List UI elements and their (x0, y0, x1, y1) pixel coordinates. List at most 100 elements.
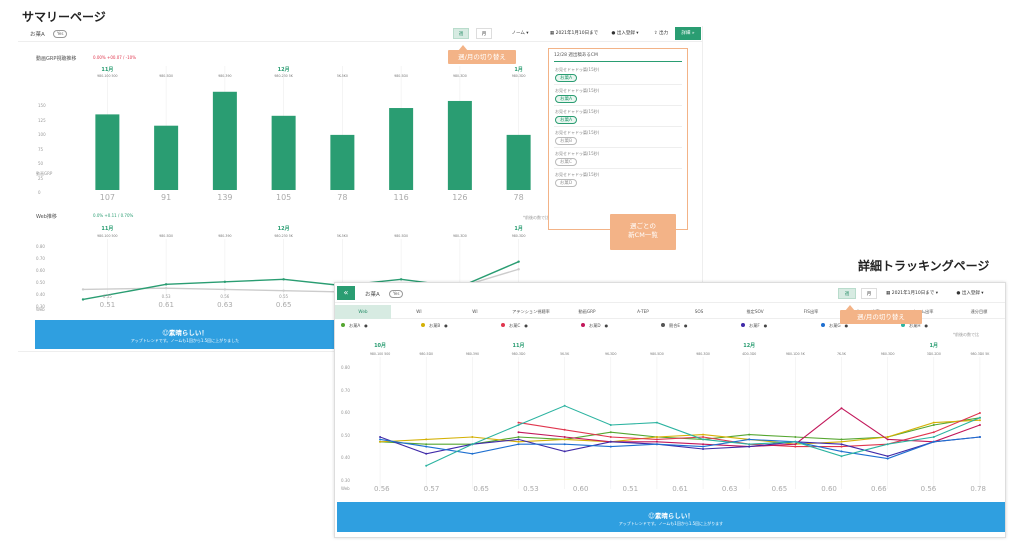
detail-column-header: 980-1D0 5K (786, 352, 806, 356)
column-header: 980-3D0 (512, 74, 526, 78)
legend-item[interactable]: お菓H ● (901, 323, 928, 329)
client-name: お菓A (30, 32, 45, 38)
bar (330, 134, 355, 190)
detail-series-point (978, 436, 981, 438)
detail-column-header: 3D0-2D0 (927, 352, 941, 356)
legend-item[interactable]: お菓C ● (501, 323, 528, 329)
metric-tab[interactable]: 推定SOV (746, 309, 764, 314)
column-header: 980-3D0 (453, 234, 467, 238)
week-toggle[interactable]: 週 (453, 28, 469, 39)
detail-date-select[interactable]: ▦ 2021年1月10日まで ▾ (883, 288, 941, 299)
detail-series-point (517, 440, 520, 443)
bar-value-label: 116 (393, 193, 409, 202)
series-point (164, 283, 168, 286)
bar (506, 134, 531, 190)
series-point (282, 278, 285, 281)
info-icon: ● (364, 323, 368, 328)
metric-tab[interactable]: WI (416, 309, 422, 314)
detail-person-select[interactable]: ● 出入登録 ▾ (945, 288, 995, 299)
metric-tab[interactable]: Web (335, 305, 391, 319)
detail-series-point (517, 431, 520, 434)
detail-series-point (748, 445, 751, 448)
people-icon: ● (611, 31, 616, 36)
chart2-note: *前後の数で比 (523, 215, 549, 220)
metric-tab[interactable]: 達分目標 (970, 309, 988, 314)
series-point (282, 289, 285, 292)
detail-button[interactable]: 詳細 » (675, 27, 701, 40)
month-label: 1月 (514, 225, 522, 232)
detail-series-point (563, 443, 566, 446)
callout-cm-line2: 新CM一覧 (628, 231, 658, 239)
detail-month-toggle[interactable]: 月 (861, 288, 877, 299)
chart1-title: 動画GRP視聴推移 (36, 56, 77, 62)
metric-tab[interactable]: A-TEP (637, 309, 649, 314)
collapse-button[interactable]: « (337, 286, 355, 300)
cm-brand-pill[interactable]: お菓A (555, 95, 577, 103)
detail-series-point (794, 443, 797, 446)
legend-item[interactable]: お菓F ● (741, 323, 767, 329)
detail-column-header: 980-100 500 (370, 352, 390, 356)
column-header: 980-3D0 (453, 74, 467, 78)
cm-brand-pill[interactable]: お菓D (555, 179, 577, 187)
detail-person-label: 出入登録 (961, 291, 980, 296)
legend-swatch (421, 323, 425, 327)
bar (95, 114, 120, 190)
cm-divider (554, 168, 682, 169)
legend-label: 競合E (669, 323, 681, 328)
detail-ytick: 0.40 (341, 455, 350, 460)
month-label: 1月 (514, 66, 522, 73)
detail-series-point (840, 455, 843, 458)
detail-column-header: 980-3D0 (512, 352, 526, 356)
detail-column-header: 980-3D0 (696, 352, 710, 356)
detail-series-point (932, 440, 935, 443)
detail-series-point (425, 464, 428, 467)
cm-brand-pill[interactable]: お菓A (555, 116, 577, 124)
bar-value-label: 91 (161, 193, 172, 202)
detail-week-toggle[interactable]: 週 (838, 288, 856, 299)
detail-line-chart: 10月 11月 12月 1月 980-100 500 980-5D0 980-390 980-… (370, 342, 990, 489)
export-button[interactable]: ⇪ 出力 (650, 28, 672, 39)
metric-tab[interactable]: FIS出率 (803, 309, 819, 314)
detail-series-point (702, 448, 705, 450)
detail-series-point (425, 445, 428, 448)
chart1-ytick: 75 (38, 146, 44, 152)
info-icon: ● (763, 323, 768, 328)
detail-series-point (978, 419, 981, 422)
chart2-ylabel: Web (36, 307, 45, 312)
bar-value-label: 78 (513, 193, 524, 202)
web-sub-value: 0.56 (220, 294, 230, 299)
metric-tab[interactable]: SOS (694, 309, 704, 314)
metric-tab[interactable]: WI (472, 309, 478, 314)
legend-item[interactable]: 競合E ● (661, 323, 688, 329)
month-toggle[interactable]: 月 (476, 28, 492, 39)
chart2-delta: 0.0% +0.11 / 0.70% (93, 213, 134, 218)
cm-brand-pill[interactable]: お菓B (555, 137, 577, 145)
legend-item[interactable]: お菓A ● (341, 323, 368, 329)
cm-brand-pill[interactable]: お菓A (555, 74, 577, 82)
legend-item[interactable]: お菓G ● (821, 323, 848, 329)
cm-brand-pill[interactable]: お菓C (555, 158, 577, 166)
column-header: 980-390 (218, 234, 231, 238)
metric-tab[interactable]: 動画GRP (578, 309, 596, 314)
detail-series-point (840, 407, 843, 410)
metric-select[interactable]: ノーム ▾ (498, 28, 542, 39)
detail-column-header: 980-5D0 (419, 352, 433, 356)
detail-banner-title: ☺素晴らしい！ (648, 512, 694, 520)
detail-series-point (425, 438, 428, 441)
bar-chart: 11月 12月 1月 980-100 500 980-5D0 980-390 980-230… (95, 66, 531, 190)
date-select[interactable]: ▦ 2021年1月10日まで (548, 28, 600, 39)
detail-series-point (471, 443, 474, 446)
metric-tab[interactable]: アテンション視聴率 (512, 309, 550, 314)
new-cm-panel: 12/28 週出稿あるCM お見せドャドゥ篇(15秒) お菓A お見せドャドゥ篇(1… (548, 48, 688, 230)
legend-swatch (821, 323, 825, 327)
metric-tab[interactable]: タイム出率 (912, 309, 934, 314)
export-label: 出力 (659, 31, 669, 36)
chart1-yaxis: 150 125 100 75 50 25 0 0.80 0.70 0.60 0.50 0.40 0.30 (32, 26, 48, 351)
legend-item[interactable]: お菓D ● (581, 323, 608, 329)
detail-series-point (425, 452, 428, 455)
info-icon: ● (444, 323, 448, 328)
detail-column-header: 4D0-3D0 (742, 352, 756, 356)
person-select[interactable]: ● 出入登録 ▾ (603, 28, 647, 39)
chart1-ytick: 100 (38, 132, 46, 137)
legend-item[interactable]: お菓B ● (421, 323, 448, 329)
